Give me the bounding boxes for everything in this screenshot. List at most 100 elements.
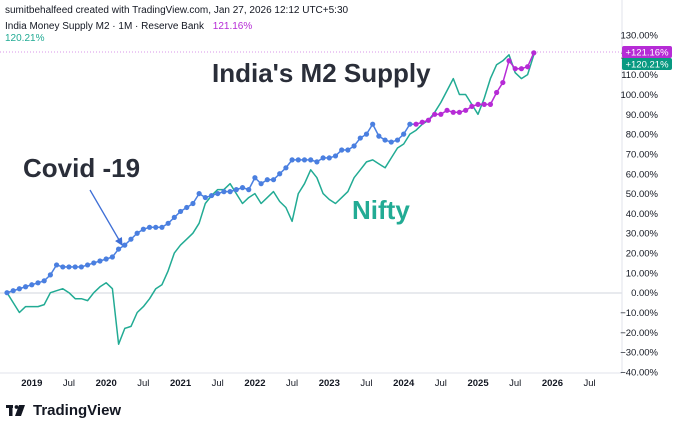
x-tick-label: Jul [286,378,298,389]
x-tick-label: Jul [63,378,75,389]
m2-point [72,264,78,270]
m2-point [345,147,351,153]
m2-point [357,135,363,141]
m2-point [394,137,401,143]
m2-point [215,190,221,197]
m2-point [221,189,227,195]
m2-point [78,264,84,270]
m2-point [277,171,283,177]
m2-point [314,159,320,165]
x-tick-label: 2024 [393,378,415,389]
m2-point [60,264,66,270]
m2-point [128,236,134,242]
y-tick-label: 110.00% [621,70,658,81]
m2-point [103,256,109,262]
m2-point [407,121,413,127]
nifty-badge-bg [622,58,672,70]
m2-legend-value: 121.16% [212,21,253,32]
y-tick-label: 130.00% [620,31,658,42]
m2-point [66,264,72,270]
m2-point [53,262,60,268]
x-tick-label: 2023 [319,378,340,389]
y-tick-label: 10.00% [626,268,659,279]
m2-point [425,117,432,123]
m2-point [326,155,332,161]
y-tick-label: 0.00% [631,288,658,299]
m2-point [16,286,22,292]
m2-point [444,107,450,113]
series-title: India Money Supply M2 · 1M · Reserve Ban… [5,21,204,32]
m2-point [351,143,357,149]
m2-point [239,185,246,191]
y-tick-label: 30.00% [626,229,659,240]
nifty-badge-text: +120.21% [625,60,669,71]
m2-point [246,187,252,193]
y-tick-label: 90.00% [626,110,659,121]
m2-point [301,157,308,163]
m2-point [177,208,184,215]
y-tick-label: −30.00% [620,348,658,359]
x-tick-label: 2021 [170,378,192,389]
m2-point [432,111,438,117]
m2-point [196,190,202,197]
chart-area[interactable]: 130.00%120.00%110.00%100.00%90.00%80.00%… [0,0,680,400]
brand-name: TradingView [33,402,122,419]
x-tick-label: Jul [584,378,596,389]
brand[interactable]: TradingView [6,402,121,419]
m2-point [22,284,29,290]
m2-point [159,224,165,230]
m2-point [47,272,53,278]
m2-point [363,131,370,137]
m2-point [208,192,215,199]
x-tick-label: 2020 [96,378,117,389]
m2-point [84,262,91,268]
m2-point [531,50,537,56]
series-legend[interactable]: India Money Supply M2 · 1M · Reserve Ban… [5,21,252,32]
x-tick-label: Jul [509,378,521,389]
m2-point [463,107,469,113]
m2-point [289,157,295,163]
m2-point [171,214,177,220]
m2-point [35,280,41,286]
m2-point [419,119,425,125]
y-tick-label: 70.00% [626,149,659,160]
m2-point [140,226,146,232]
x-tick-label: 2022 [244,378,265,389]
m2-point [500,79,506,86]
covid-arrow [89,189,123,246]
m2-point [252,175,258,181]
m2-point [401,131,407,137]
m2-point [332,153,339,159]
x-tick-label: Jul [137,378,149,389]
m2-badge-bg [622,46,672,58]
x-tick-label: 2026 [542,378,563,389]
m2-point [339,147,345,153]
m2-point [382,137,388,143]
m2-point [456,109,463,115]
x-tick-label: 2025 [467,378,489,389]
nifty-last-value-badge: +120.21% [622,58,672,71]
x-tick-label: Jul [360,378,372,389]
m2-point [308,157,314,163]
m2-badge-text: +121.16% [625,48,669,59]
m2-point [4,290,10,296]
m2-point [494,89,500,96]
m2-point [388,139,394,145]
m2-point [270,177,277,183]
nifty-legend-value: 120.21% [5,33,45,44]
m2-point [475,101,481,107]
m2-point [202,194,208,201]
m2-point [469,103,475,109]
m2-point [97,258,103,264]
y-tick-label: 50.00% [626,189,659,200]
nifty-line [6,54,535,345]
m2-point [370,121,376,127]
series-layer [4,50,537,345]
m2-point [258,181,264,187]
m2-point [264,177,270,183]
m2-point [518,66,525,72]
m2-point [283,165,289,171]
y-tick-label: 40.00% [626,209,659,220]
x-tick-label: Jul [212,378,224,389]
m2-point [487,101,494,107]
